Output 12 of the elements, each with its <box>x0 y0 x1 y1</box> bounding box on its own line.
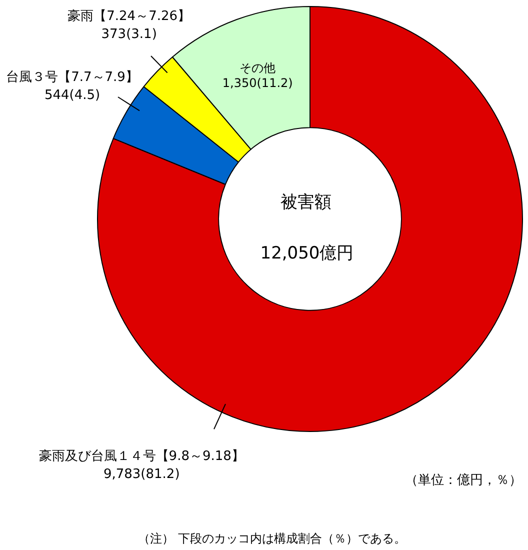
slice-label: 豪雨及び台風１４号【9.8～9.18】 <box>38 448 244 464</box>
text: （注） 下段のカッコ内は構成割合（％）である。 <box>138 531 406 546</box>
slice-label: 豪雨【7.24～7.26】 <box>68 8 191 24</box>
text: 被害額 <box>280 192 332 213</box>
slice-label: 台風３号【7.7～7.9】 <box>6 70 138 86</box>
data-label: 9,783(81.2) <box>103 466 180 482</box>
data-label: 1,350(11.2) <box>222 76 293 90</box>
text: 12,050億円 <box>260 244 354 264</box>
text: （単位：億円，％） <box>405 472 522 488</box>
data-label: 373(3.1) <box>101 26 157 42</box>
slice-label: その他 <box>240 61 276 75</box>
data-label: 544(4.5) <box>44 88 100 104</box>
